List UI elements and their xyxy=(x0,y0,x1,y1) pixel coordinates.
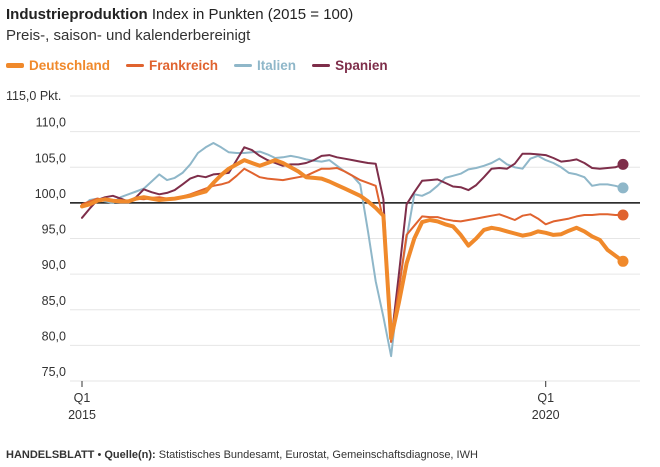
end-dot-deutschland xyxy=(617,255,629,267)
legend-item-spanien[interactable]: Spanien xyxy=(312,58,388,73)
legend-swatch-deutschland xyxy=(6,63,24,68)
legend-swatch-italien xyxy=(234,64,253,67)
y-tick-label: 95,0 xyxy=(42,223,66,237)
y-tick-label: 100,0 xyxy=(35,187,66,201)
y-unit-label: 115,0 Pkt. xyxy=(6,89,61,103)
chart-title-bold: Industrieproduktion xyxy=(6,6,148,23)
y-tick-label: 105,0 xyxy=(35,151,66,165)
legend-label-italien: Italien xyxy=(257,58,297,73)
footer-separator: • xyxy=(94,449,105,461)
footer-source-label: Quelle(n): xyxy=(104,449,156,461)
end-dot-frankreich xyxy=(617,209,629,221)
chart-subtitle: Preis-, saison- und kalenderbereinigt xyxy=(6,27,251,44)
y-tick-label: 80,0 xyxy=(42,329,66,343)
grid-lines xyxy=(70,95,640,382)
y-axis-labels: 75,0 80,0 85,0 90,0 95,0 100,0 105,0 110,0 xyxy=(35,116,66,379)
footer-source-text: Statistisches Bundesamt, Eurostat, Gemei… xyxy=(158,449,478,461)
legend-label-spanien: Spanien xyxy=(335,58,388,73)
source-footer: HANDELSBLATT • Quelle(n): Statistisches … xyxy=(6,449,478,461)
x-tick-year: 2015 xyxy=(68,408,96,422)
legend-item-italien[interactable]: Italien xyxy=(234,58,296,73)
x-axis: Q12015Q12020Q42023 xyxy=(68,381,560,422)
series-line-deutschland xyxy=(80,158,625,341)
y-tick-label: 110,0 xyxy=(36,116,66,130)
x-tick-quarter: Q1 xyxy=(74,391,91,405)
x-tick-year: 2020 xyxy=(532,408,560,422)
legend-item-deutschland[interactable]: Deutschland xyxy=(6,58,110,73)
end-dot-italien xyxy=(617,182,629,194)
legend-swatch-spanien xyxy=(312,64,331,67)
end-dot-spanien xyxy=(617,158,629,170)
y-tick-label: 90,0 xyxy=(42,258,66,272)
chart-title-rest: Index in Punkten (2015 = 100) xyxy=(151,6,354,23)
series-end-dots xyxy=(617,158,629,267)
footer-brand: HANDELSBLATT xyxy=(6,449,95,461)
y-tick-label: 85,0 xyxy=(42,294,66,308)
legend-swatch-frankreich xyxy=(126,64,145,67)
legend-item-frankreich[interactable]: Frankreich xyxy=(126,58,218,73)
legend-label-frankreich: Frankreich xyxy=(149,58,219,73)
y-tick-label: 75,0 xyxy=(42,365,66,379)
series-lines xyxy=(80,142,625,358)
legend: Deutschland Frankreich Italien Spanien xyxy=(6,58,388,73)
series-line-spanien xyxy=(81,146,624,343)
chart-title: Industrieproduktion Index in Punkten (20… xyxy=(6,6,353,23)
x-tick-quarter: Q1 xyxy=(537,391,554,405)
legend-label-deutschland: Deutschland xyxy=(29,58,111,73)
